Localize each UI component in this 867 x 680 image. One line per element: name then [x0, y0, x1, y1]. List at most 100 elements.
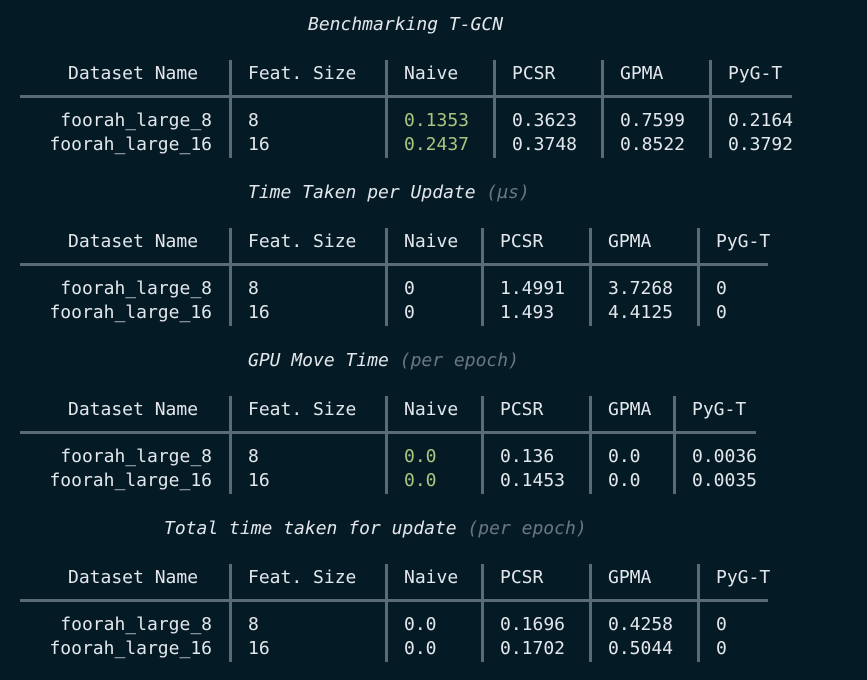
- column-header: Feat. Size: [248, 567, 357, 588]
- column-divider: [385, 98, 388, 158]
- table-cell: 0.2164: [728, 110, 794, 131]
- column-divider: [229, 266, 232, 326]
- table-cell: 0.1702: [500, 638, 566, 659]
- table-title-text: GPU Move Time: [248, 350, 389, 371]
- table-cell: 8: [248, 278, 259, 299]
- table-cell: 0.0035: [692, 470, 758, 491]
- column-divider: [229, 228, 232, 266]
- header-divider: [20, 599, 768, 602]
- column-header: Dataset Name: [68, 567, 199, 588]
- table-cell: 0.3748: [512, 134, 578, 155]
- dataset-name-cell: foorah_large_8: [60, 614, 212, 635]
- column-divider: [481, 228, 484, 266]
- column-divider: [229, 434, 232, 494]
- table-cell: 3.7268: [608, 278, 674, 299]
- column-divider: [589, 266, 592, 326]
- column-header: Naive: [404, 567, 459, 588]
- table-cell: 0.1353: [404, 110, 470, 131]
- table-cell: 0.0: [608, 470, 641, 491]
- table-title-text: Benchmarking T-GCN: [308, 14, 504, 35]
- column-divider: [481, 396, 484, 434]
- table-cell: 16: [248, 638, 270, 659]
- column-header: GPMA: [620, 63, 664, 84]
- column-divider: [385, 434, 388, 494]
- column-divider: [697, 564, 700, 602]
- table-cell: 0.0036: [692, 446, 758, 467]
- column-divider: [589, 564, 592, 602]
- table-title-unit: (per epoch): [399, 350, 519, 371]
- table-cell: 0.0: [404, 470, 437, 491]
- column-divider: [481, 564, 484, 602]
- table-cell: 0.7599: [620, 110, 686, 131]
- table-cell: 0: [716, 278, 727, 299]
- column-header: GPMA: [608, 399, 652, 420]
- column-header: PyG-T: [716, 231, 771, 252]
- table-title-text: Time Taken per Update: [248, 182, 476, 203]
- table-title: GPU Move Time (per epoch): [248, 348, 867, 374]
- column-divider: [673, 434, 676, 494]
- column-divider: [229, 60, 232, 98]
- table-title: Total time taken for update (per epoch): [164, 516, 867, 542]
- column-divider: [481, 266, 484, 326]
- column-divider: [673, 396, 676, 434]
- benchmark-table: Total time taken for update (per epoch) D…: [0, 504, 867, 672]
- table-cell: 4.4125: [608, 302, 674, 323]
- column-divider: [385, 228, 388, 266]
- dataset-name-cell: foorah_large_8: [60, 278, 212, 299]
- table-cell: 1.4991: [500, 278, 566, 299]
- column-header: PCSR: [500, 399, 544, 420]
- column-divider: [601, 98, 604, 158]
- benchmark-table: Time Taken per Update (µs) Dataset Name Fe…: [0, 168, 867, 336]
- column-divider: [229, 602, 232, 662]
- column-divider: [493, 98, 496, 158]
- dataset-name-cell: foorah_large_16: [49, 638, 212, 659]
- column-header: Feat. Size: [248, 231, 357, 252]
- column-header: Dataset Name: [68, 399, 199, 420]
- column-header: PCSR: [500, 567, 544, 588]
- column-header: Dataset Name: [68, 63, 199, 84]
- dataset-name-cell: foorah_large_8: [60, 446, 212, 467]
- table-cell: 0.5044: [608, 638, 674, 659]
- table-cell: 0: [716, 614, 727, 635]
- header-divider: [20, 263, 768, 266]
- table-cell: 0.0: [404, 446, 437, 467]
- column-divider: [385, 266, 388, 326]
- table-cell: 0.0: [404, 614, 437, 635]
- table-title-unit: (µs): [486, 182, 530, 203]
- column-header: PyG-T: [716, 567, 771, 588]
- column-divider: [385, 60, 388, 98]
- table-title: Time Taken per Update (µs): [248, 180, 867, 206]
- column-header: Naive: [404, 63, 459, 84]
- column-divider: [385, 564, 388, 602]
- table-cell: 0.0: [404, 638, 437, 659]
- column-header: PyG-T: [692, 399, 747, 420]
- column-header: Feat. Size: [248, 399, 357, 420]
- column-divider: [601, 60, 604, 98]
- header-divider: [20, 95, 792, 98]
- column-header: PCSR: [500, 231, 544, 252]
- table-cell: 1.493: [500, 302, 555, 323]
- table-cell: 8: [248, 446, 259, 467]
- table-cell: 0.3792: [728, 134, 794, 155]
- column-divider: [385, 396, 388, 434]
- column-divider: [589, 396, 592, 434]
- table-cell: 0.136: [500, 446, 555, 467]
- column-divider: [589, 434, 592, 494]
- benchmark-table: GPU Move Time (per epoch) Dataset Name Fea…: [0, 336, 867, 504]
- column-divider: [481, 434, 484, 494]
- table-title-text: Total time taken for update: [164, 518, 457, 539]
- column-header: GPMA: [608, 567, 652, 588]
- table-cell: 0.2437: [404, 134, 470, 155]
- dataset-name-cell: foorah_large_16: [49, 302, 212, 323]
- table-cell: 16: [248, 470, 270, 491]
- column-divider: [493, 60, 496, 98]
- column-divider: [229, 564, 232, 602]
- column-divider: [385, 602, 388, 662]
- column-divider: [589, 602, 592, 662]
- table-cell: 8: [248, 110, 259, 131]
- column-divider: [229, 98, 232, 158]
- table-cell: 0: [716, 638, 727, 659]
- table-cell: 0.0: [608, 446, 641, 467]
- column-divider: [481, 602, 484, 662]
- table-title-unit: (per epoch): [467, 518, 587, 539]
